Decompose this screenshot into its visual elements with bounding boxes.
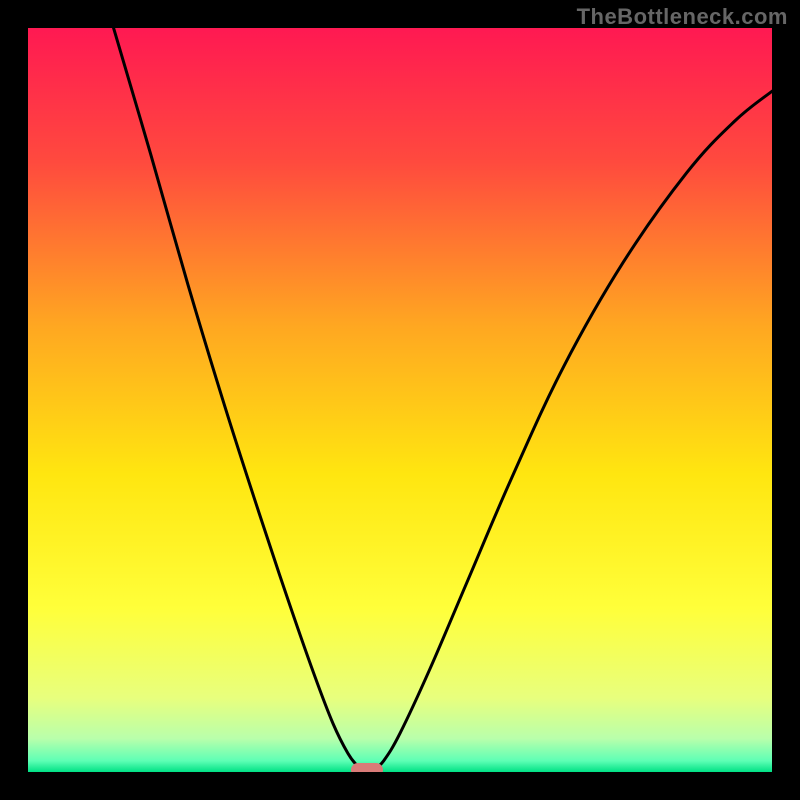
optimal-point-marker (351, 763, 383, 772)
chart-frame: TheBottleneck.com (0, 0, 800, 800)
bottleneck-curve (28, 28, 772, 772)
plot-area (28, 28, 772, 772)
watermark-text: TheBottleneck.com (577, 4, 788, 30)
